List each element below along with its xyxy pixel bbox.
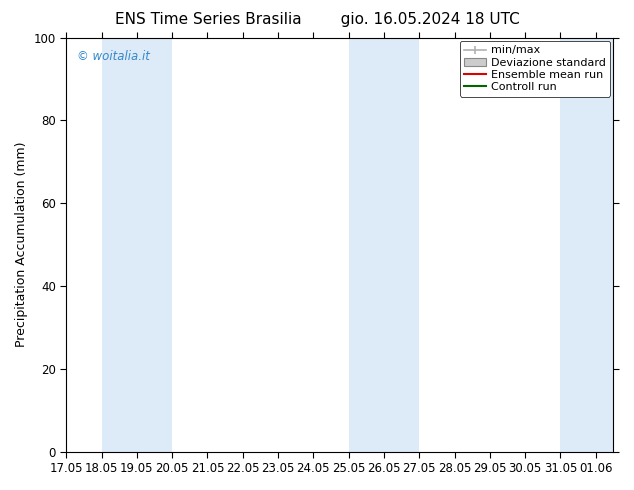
Bar <box>349 38 384 452</box>
Bar <box>560 38 614 452</box>
Bar <box>137 38 172 452</box>
Bar <box>101 38 137 452</box>
Text: © woitalia.it: © woitalia.it <box>77 50 150 63</box>
Text: ENS Time Series Brasilia        gio. 16.05.2024 18 UTC: ENS Time Series Brasilia gio. 16.05.2024… <box>115 12 519 27</box>
Y-axis label: Precipitation Accumulation (mm): Precipitation Accumulation (mm) <box>15 142 28 347</box>
Bar <box>384 38 419 452</box>
Legend: min/max, Deviazione standard, Ensemble mean run, Controll run: min/max, Deviazione standard, Ensemble m… <box>460 41 610 97</box>
